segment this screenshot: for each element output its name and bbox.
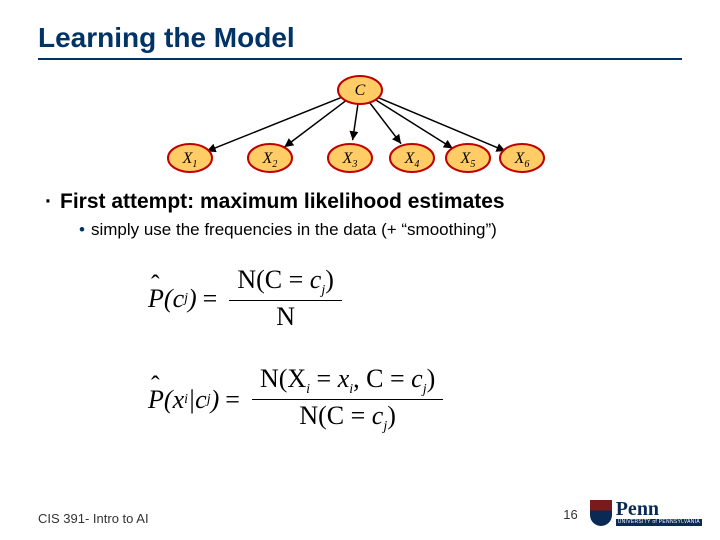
f1-arg-sub: j xyxy=(184,291,188,307)
f2-arg2-var: c xyxy=(195,385,207,415)
f2-arg2-sub: j xyxy=(207,392,211,408)
bullet-sub: • simply use the frequencies in the data … xyxy=(38,220,682,240)
f2-den-post: ) xyxy=(387,401,396,430)
f1-num-var: c xyxy=(310,265,322,294)
course-label: CIS 391- Intro to AI xyxy=(38,511,149,526)
bayes-net-diagram: CX1X2X3X4X5X6 xyxy=(38,68,682,180)
f2-num-var2: c xyxy=(411,364,423,393)
tree-svg: CX1X2X3X4X5X6 xyxy=(150,68,570,180)
f2-arg1-var: x xyxy=(173,385,185,415)
f2-num-pre1: N(X xyxy=(260,364,306,393)
f2-den-pre: N(C = xyxy=(299,401,371,430)
f2-num-mid1: = xyxy=(310,364,338,393)
f2-num-post: ) xyxy=(427,364,436,393)
formula-prior: P(cj) = N(C = cj) N xyxy=(148,264,682,333)
bullet-subdot-icon: • xyxy=(79,220,85,239)
f2-den-var: c xyxy=(372,401,384,430)
slide-title: Learning the Model xyxy=(38,22,682,54)
svg-text:C: C xyxy=(355,82,366,99)
f1-fraction: N(C = cj) N xyxy=(229,264,342,333)
f2-fraction: N(Xi = xi, C = cj) N(C = cj) xyxy=(252,363,443,436)
f2-num-mid2: , C = xyxy=(353,364,411,393)
f1-den: N xyxy=(268,301,303,333)
slide-footer: CIS 391- Intro to AI 16 Penn UNIVERSITY … xyxy=(38,499,702,526)
formulas-block: P(cj) = N(C = cj) N P(xi | cj) = N(Xi = … xyxy=(38,264,682,437)
phat-symbol: P xyxy=(148,284,164,314)
f1-num-post: ) xyxy=(325,265,334,294)
f1-arg-var: c xyxy=(173,284,185,314)
penn-logo: Penn UNIVERSITY of PENNSYLVANIA xyxy=(590,499,702,526)
page-number: 16 xyxy=(563,507,577,522)
penn-shield-icon xyxy=(590,500,612,526)
phat-symbol-2: P xyxy=(148,385,164,415)
bullet-sub-text: simply use the frequencies in the data (… xyxy=(91,220,497,239)
formula-likelihood: P(xi | cj) = N(Xi = xi, C = cj) N(C = cj… xyxy=(148,363,682,436)
penn-subtext: UNIVERSITY of PENNSYLVANIA xyxy=(616,519,702,526)
f2-num-var1: x xyxy=(338,364,350,393)
f1-num-pre: N(C = xyxy=(237,265,309,294)
bullet-main-text: First attempt: maximum likelihood estima… xyxy=(60,190,505,213)
title-rule xyxy=(38,58,682,60)
penn-wordmark: Penn xyxy=(616,499,702,519)
bullet-dot-icon: · xyxy=(45,190,55,214)
bullet-main: ·First attempt: maximum likelihood estim… xyxy=(38,190,682,214)
f2-arg1-sub: i xyxy=(184,392,188,408)
